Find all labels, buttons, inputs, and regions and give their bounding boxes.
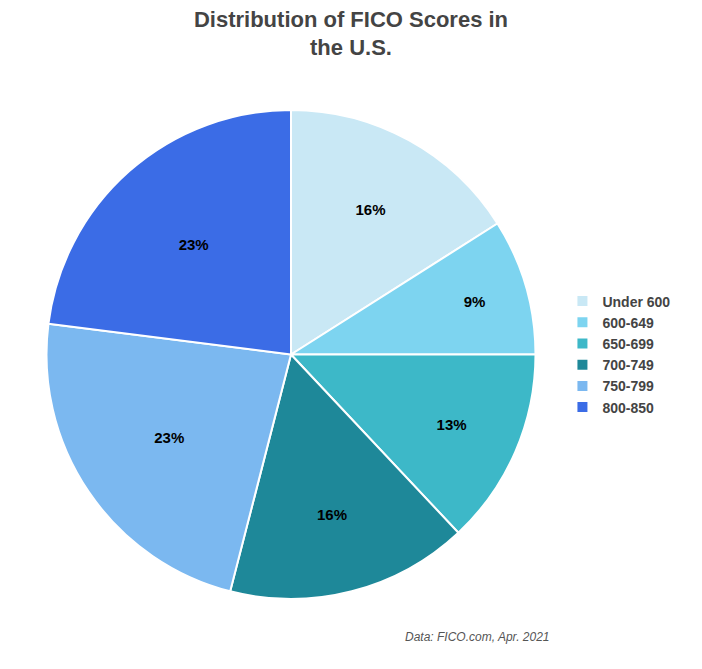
svg-text:700-749: 700-749 bbox=[602, 357, 654, 373]
svg-text:650-699: 650-699 bbox=[602, 336, 654, 352]
svg-text:Distribution of FICO Scores in: Distribution of FICO Scores inthe U.S. bbox=[194, 7, 508, 61]
svg-text:16%: 16% bbox=[355, 201, 385, 218]
svg-text:13%: 13% bbox=[437, 416, 467, 433]
svg-text:Data: FICO.com, Apr. 2021: Data: FICO.com, Apr. 2021 bbox=[405, 630, 550, 644]
svg-text:750-799: 750-799 bbox=[602, 378, 654, 394]
svg-text:23%: 23% bbox=[179, 236, 209, 253]
svg-text:800-850: 800-850 bbox=[602, 400, 654, 416]
svg-text:Under 600: Under 600 bbox=[602, 294, 670, 310]
svg-text:9%: 9% bbox=[464, 293, 486, 310]
svg-text:16%: 16% bbox=[317, 506, 347, 523]
svg-text:600-649: 600-649 bbox=[602, 315, 654, 331]
svg-text:23%: 23% bbox=[154, 429, 184, 446]
